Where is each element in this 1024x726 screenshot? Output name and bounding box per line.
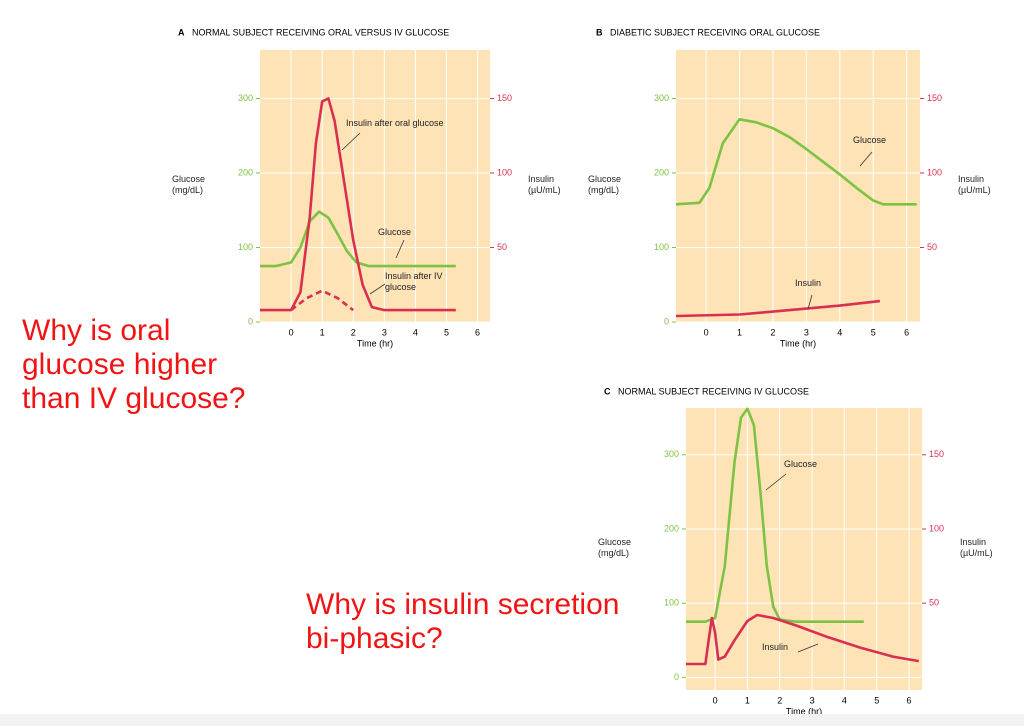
x-tick-label: 1 xyxy=(737,327,742,337)
x-tick-label: 1 xyxy=(320,327,325,337)
y2-tick-label: 50 xyxy=(929,598,939,608)
y-tick-label: 300 xyxy=(664,449,679,459)
chart-title: NORMAL SUBJECT RECEIVING IV GLUCOSE xyxy=(618,386,809,396)
leader-line xyxy=(859,151,873,167)
y2-tick-label: 100 xyxy=(927,167,942,177)
x-tick-label: 2 xyxy=(770,327,775,337)
x-axis-label: Time (hr) xyxy=(780,338,816,348)
leader-line xyxy=(369,283,386,295)
leader-line xyxy=(395,239,405,259)
series-label: Insulin after IV glucose xyxy=(385,271,443,292)
y-axis-label: Glucose (mg/dL) xyxy=(172,174,206,195)
x-tick-label: 3 xyxy=(810,695,815,705)
y-tick-label: 200 xyxy=(664,523,679,533)
leader-line xyxy=(341,132,361,151)
y-tick-label: 200 xyxy=(238,167,253,177)
x-tick-label: 5 xyxy=(874,695,879,705)
series-label: Glucose xyxy=(784,459,818,469)
x-tick-label: 3 xyxy=(804,327,809,337)
y2-tick-label: 50 xyxy=(927,242,937,252)
x-tick-label: 6 xyxy=(907,695,912,705)
x-tick-label: 1 xyxy=(745,695,750,705)
series-label: Insulin xyxy=(762,642,789,652)
panel-label: C xyxy=(604,386,611,396)
y-tick-label: 300 xyxy=(238,93,253,103)
x-tick-label: 2 xyxy=(351,327,356,337)
x-tick-label: 0 xyxy=(704,327,709,337)
leader-line xyxy=(797,643,819,653)
leader-line xyxy=(807,294,813,310)
x-tick-label: 5 xyxy=(871,327,876,337)
panel-label: A xyxy=(178,27,185,37)
x-tick-label: 4 xyxy=(413,327,418,337)
y-tick-label: 200 xyxy=(654,167,669,177)
series-label: Insulin after oral glucose xyxy=(346,118,444,128)
plot-area xyxy=(260,50,490,322)
plot-area xyxy=(676,50,920,322)
series-line xyxy=(675,118,917,206)
y-tick-label: 100 xyxy=(664,598,679,608)
plot-area xyxy=(686,408,922,690)
x-tick-label: 0 xyxy=(289,327,294,337)
series-line xyxy=(686,407,864,623)
y2-tick-label: 150 xyxy=(927,93,942,103)
series-line xyxy=(260,210,456,268)
y-tick-label: 0 xyxy=(664,316,669,326)
y2-tick-label: 100 xyxy=(497,167,512,177)
y-tick-label: 100 xyxy=(654,242,669,252)
y-axis-label: Glucose (mg/dL) xyxy=(598,537,632,558)
y-tick-label: 100 xyxy=(238,242,253,252)
x-axis-label: Time (hr) xyxy=(786,706,822,716)
x-tick-label: 4 xyxy=(837,327,842,337)
x-tick-label: 6 xyxy=(475,327,480,337)
y2-axis-label: Insulin (µU/mL) xyxy=(528,174,561,195)
x-tick-label: 2 xyxy=(777,695,782,705)
y-tick-label: 0 xyxy=(248,316,253,326)
panel-label: B xyxy=(596,27,603,37)
x-tick-label: 3 xyxy=(382,327,387,337)
y2-tick-label: 150 xyxy=(929,449,944,459)
question: Why is insulin secretion bi-phasic? xyxy=(306,588,620,655)
y-tick-label: 0 xyxy=(674,672,679,682)
y2-tick-label: 100 xyxy=(929,523,944,533)
series-line xyxy=(686,613,920,666)
footer-bar xyxy=(0,714,1024,726)
leader-line xyxy=(765,473,787,491)
x-tick-label: 5 xyxy=(444,327,449,337)
y2-tick-label: 150 xyxy=(497,93,512,103)
series-line xyxy=(260,97,456,312)
y-tick-label: 300 xyxy=(654,93,669,103)
series-line xyxy=(290,289,354,312)
series-label: Glucose xyxy=(378,227,412,237)
y2-axis-label: Insulin (µU/mL) xyxy=(960,537,993,558)
chart-title: NORMAL SUBJECT RECEIVING ORAL VERSUS IV … xyxy=(192,27,449,37)
y-axis-label: Glucose (mg/dL) xyxy=(588,174,622,195)
x-axis-label: Time (hr) xyxy=(357,338,393,348)
series-label: Glucose xyxy=(853,135,887,145)
y2-axis-label: Insulin (µU/mL) xyxy=(958,174,991,195)
chart-title: DIABETIC SUBJECT RECEIVING ORAL GLUCOSE xyxy=(610,27,820,37)
x-tick-label: 0 xyxy=(713,695,718,705)
x-tick-label: 6 xyxy=(904,327,909,337)
series-label: Insulin xyxy=(795,278,822,288)
question: Why is oral glucose higher than IV gluco… xyxy=(22,314,246,415)
x-tick-label: 4 xyxy=(842,695,847,705)
y2-tick-label: 50 xyxy=(497,242,507,252)
series-line xyxy=(675,299,881,318)
